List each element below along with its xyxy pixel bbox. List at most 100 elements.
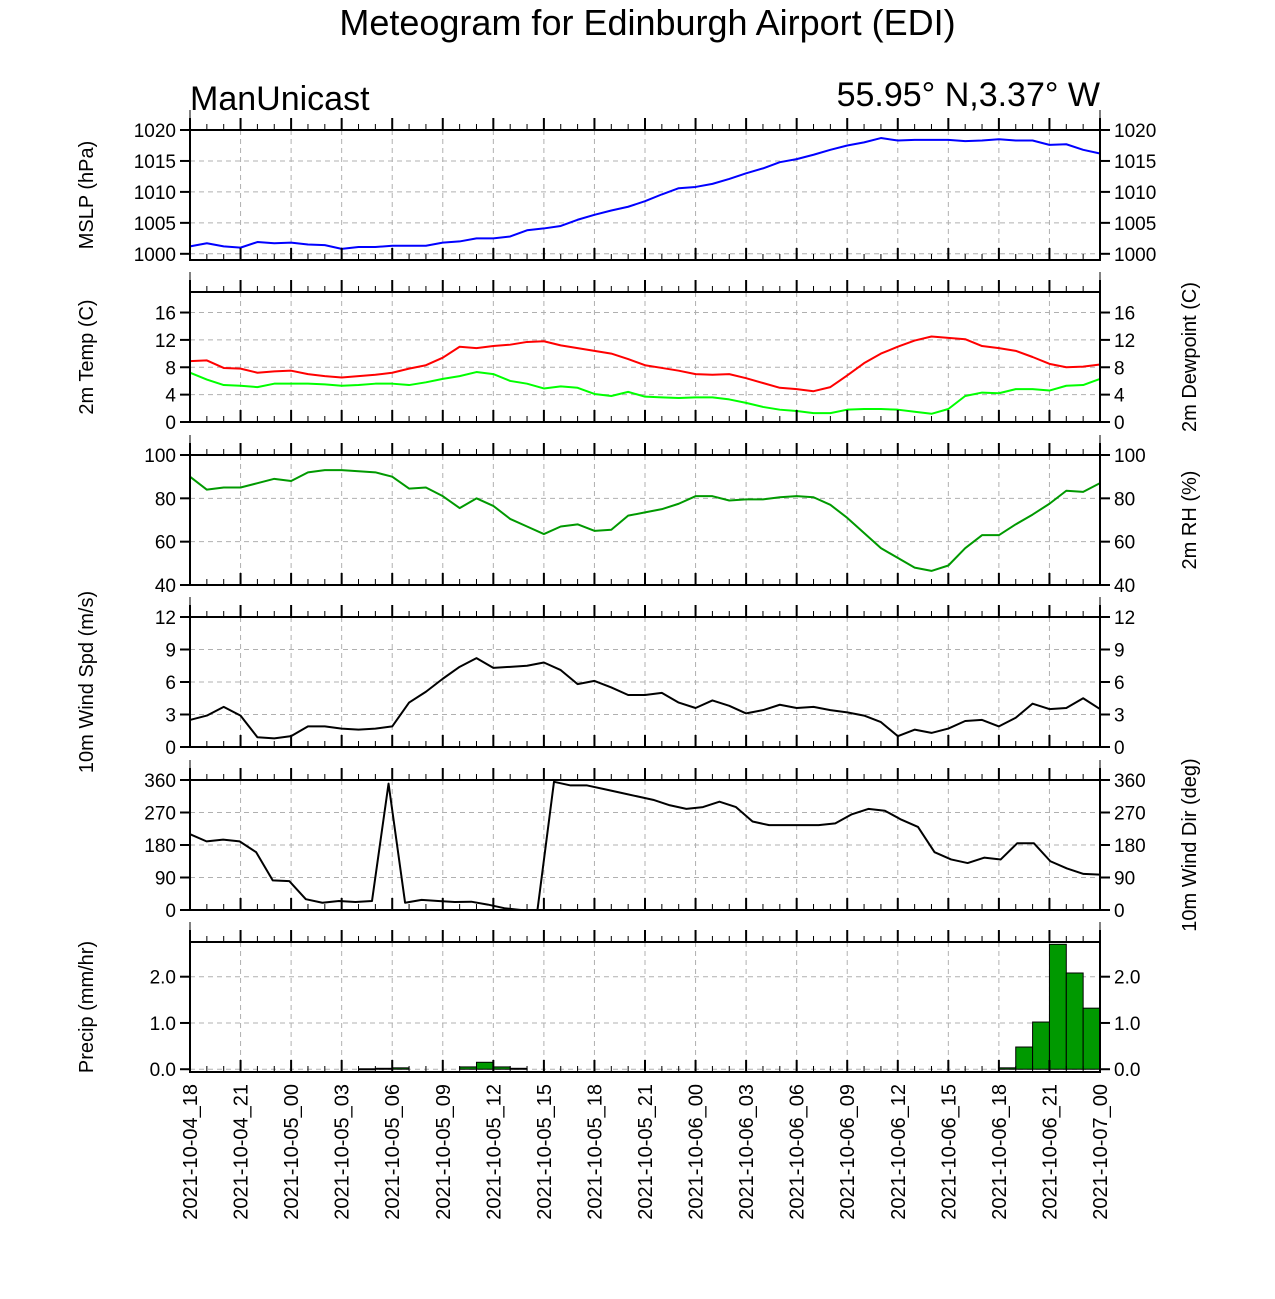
- y-tick-label-left: 9: [165, 641, 176, 662]
- x-tick-label: 2021-10-06_15: [938, 1084, 960, 1220]
- x-tick-label: 2021-10-06_03: [736, 1084, 758, 1220]
- precip-bar: [509, 1067, 528, 1070]
- location-coordinates: 55.95° N,3.37° W: [836, 76, 1100, 114]
- precip-bar: [1015, 1046, 1034, 1070]
- y-tick-label-right: 60: [1114, 533, 1135, 554]
- precip-bar: [1032, 1021, 1050, 1070]
- y-tick-label-right: 180: [1114, 836, 1146, 857]
- x-tick-label: 2021-10-06_18: [989, 1084, 1011, 1220]
- x-tick-label: 2021-10-05_06: [382, 1084, 404, 1220]
- y-axis-title-left: 10m Wind Spd (m/s): [76, 591, 98, 773]
- y-tick-label-left: 12: [155, 331, 176, 352]
- x-tick-label: 2021-10-05_15: [534, 1084, 556, 1220]
- series-line-temp-0: [189, 335, 1101, 393]
- series-line-temp-1: [189, 371, 1101, 415]
- y-tick-label-left: 0: [165, 738, 176, 759]
- y-tick-label-right: 1015: [1114, 152, 1156, 173]
- y-tick-label-left: 40: [155, 576, 176, 597]
- panel-rh: 40 40 60 60 80 80 100 100 2m RH (%): [144, 435, 1201, 597]
- y-tick-label-right: 0: [1114, 413, 1125, 434]
- precip-bar: [459, 1066, 477, 1070]
- y-tick-label-left: 100: [144, 446, 176, 467]
- y-tick-label-left: 4: [165, 386, 176, 407]
- y-tick-label-right: 9: [1114, 641, 1125, 662]
- x-tick-label: 2021-10-05_00: [281, 1084, 303, 1220]
- y-tick-label-left: 0: [165, 901, 176, 922]
- precip-bar: [391, 1067, 410, 1070]
- y-tick-label-left: 16: [155, 304, 176, 325]
- x-tick-label: 2021-10-05_21: [635, 1084, 657, 1220]
- y-tick-label-left: 360: [144, 771, 176, 792]
- y-tick-label-left: 80: [155, 489, 176, 510]
- y-tick-label-right: 1010: [1114, 183, 1156, 204]
- y-tick-label-left: 8: [165, 358, 176, 379]
- panel-temp: 0 0 4 4 8 8 12 12 16 16 2m Temp (C) 2m Dewpoint (C): [76, 272, 1201, 434]
- y-tick-label-right: 3: [1114, 706, 1125, 727]
- y-tick-label-right: 1020: [1114, 121, 1156, 142]
- precip-bar: [492, 1066, 511, 1070]
- y-tick-label-right: 80: [1114, 489, 1135, 510]
- precip-bar: [998, 1067, 1017, 1070]
- series-line-rh-0: [189, 469, 1101, 572]
- y-tick-label-right: 4: [1114, 386, 1125, 407]
- y-tick-label-right: 100: [1114, 446, 1146, 467]
- x-tick-label: 2021-10-06_06: [787, 1084, 809, 1220]
- y-tick-label-right: 16: [1114, 304, 1135, 325]
- precip-bar: [1065, 972, 1084, 1070]
- precip-bar: [374, 1067, 393, 1070]
- y-tick-label-left: 270: [144, 804, 176, 825]
- y-tick-label-left: 1010: [134, 183, 176, 204]
- y-tick-label-left: 2.0: [150, 968, 176, 989]
- y-tick-label-right: 0: [1114, 901, 1125, 922]
- x-tick-label: 2021-10-05_03: [332, 1084, 354, 1220]
- page-title: Meteogram for Edinburgh Airport (EDI): [339, 2, 956, 43]
- precip-bar: [475, 1061, 494, 1070]
- y-tick-label-left: 1.0: [150, 1014, 176, 1035]
- y-tick-label-left: 1005: [134, 214, 176, 235]
- y-tick-label-right: 12: [1114, 331, 1135, 352]
- y-tick-label-left: 6: [165, 673, 176, 694]
- y-tick-label-right: 270: [1114, 804, 1146, 825]
- y-tick-label-right: 2.0: [1114, 968, 1140, 989]
- x-tick-label: 2021-10-06_21: [1039, 1084, 1061, 1220]
- y-tick-label-right: 1000: [1114, 245, 1156, 266]
- y-tick-label-left: 0.0: [150, 1060, 176, 1081]
- y-tick-label-right: 0: [1114, 738, 1125, 759]
- y-tick-label-right: 90: [1114, 869, 1135, 890]
- y-tick-label-right: 360: [1114, 771, 1146, 792]
- panel-wspd: 0 0 3 3 6 6 9 9 12 12 10m Wind Spd (m/s): [76, 591, 1135, 773]
- y-axis-title-left: MSLP (hPa): [76, 141, 98, 250]
- y-tick-label-right: 8: [1114, 358, 1125, 379]
- y-axis-title-left: 2m Temp (C): [76, 299, 98, 414]
- y-tick-label-left: 90: [155, 869, 176, 890]
- y-tick-label-right: 1005: [1114, 214, 1156, 235]
- y-tick-label-left: 1020: [134, 121, 176, 142]
- y-tick-label-left: 3: [165, 706, 176, 727]
- x-tick-label: 2021-10-06_12: [888, 1084, 910, 1220]
- y-axis-title-right: 10m Wind Dir (deg): [1179, 758, 1201, 931]
- y-tick-label-left: 12: [155, 608, 176, 629]
- x-tick-label: 2021-10-07_00: [1090, 1084, 1112, 1220]
- precip-bar: [1082, 1007, 1101, 1070]
- y-tick-label-right: 1.0: [1114, 1014, 1140, 1035]
- x-tick-label: 2021-10-05_18: [584, 1084, 606, 1220]
- x-tick-label: 2021-10-05_09: [433, 1084, 455, 1220]
- y-tick-label-right: 6: [1114, 673, 1125, 694]
- y-tick-label-right: 40: [1114, 576, 1135, 597]
- y-tick-label-left: 60: [155, 533, 176, 554]
- panel-wdir: 0 0 90 90 180 180 270 270 360 360 10m Wind Dir (de…: [144, 758, 1201, 931]
- panel-precip: 0.0 0.0 1.0 1.0 2.0 2.0 Precip (mm/hr): [76, 922, 1140, 1081]
- x-tick-label: 2021-10-06_00: [686, 1084, 708, 1220]
- y-tick-label-left: 180: [144, 836, 176, 857]
- y-axis-title-right: 2m RH (%): [1179, 471, 1201, 570]
- x-tick-label: 2021-10-06_09: [837, 1084, 859, 1220]
- model-name: ManUnicast: [190, 80, 370, 118]
- panel-mslp: 1000 1000 1005 1005 1010 1010 1015 1015 1020 1020…: [76, 110, 1156, 266]
- y-axis-title-right: 2m Dewpoint (C): [1179, 282, 1201, 432]
- y-tick-label-right: 12: [1114, 608, 1135, 629]
- precip-bar: [358, 1068, 376, 1071]
- series-line-wspd-0: [189, 657, 1101, 740]
- y-tick-label-left: 0: [165, 413, 176, 434]
- x-tick-label: 2021-10-04_18: [180, 1084, 202, 1220]
